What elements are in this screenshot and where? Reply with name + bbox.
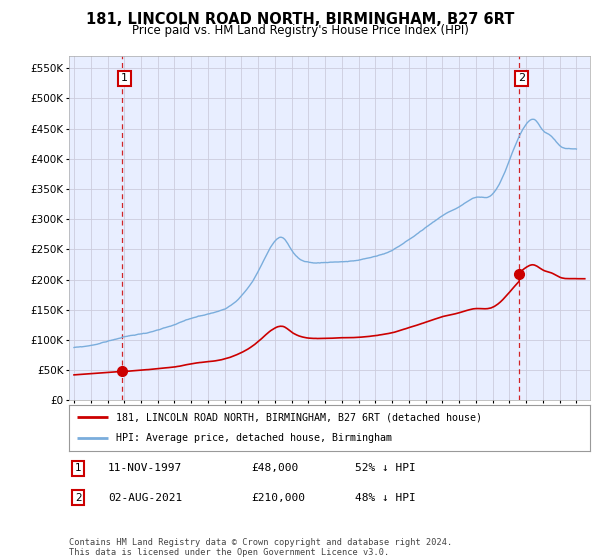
Text: 52% ↓ HPI: 52% ↓ HPI xyxy=(355,463,416,473)
Text: £210,000: £210,000 xyxy=(251,493,305,503)
Text: Contains HM Land Registry data © Crown copyright and database right 2024.
This d: Contains HM Land Registry data © Crown c… xyxy=(69,538,452,557)
Text: 1: 1 xyxy=(75,463,82,473)
Text: HPI: Average price, detached house, Birmingham: HPI: Average price, detached house, Birm… xyxy=(116,433,392,444)
Text: 1: 1 xyxy=(121,73,128,83)
Text: 02-AUG-2021: 02-AUG-2021 xyxy=(108,493,182,503)
Text: 181, LINCOLN ROAD NORTH, BIRMINGHAM, B27 6RT: 181, LINCOLN ROAD NORTH, BIRMINGHAM, B27… xyxy=(86,12,514,27)
Text: 181, LINCOLN ROAD NORTH, BIRMINGHAM, B27 6RT (detached house): 181, LINCOLN ROAD NORTH, BIRMINGHAM, B27… xyxy=(116,412,482,422)
Text: 2: 2 xyxy=(75,493,82,503)
Text: £48,000: £48,000 xyxy=(251,463,299,473)
Text: 2: 2 xyxy=(518,73,525,83)
Text: 11-NOV-1997: 11-NOV-1997 xyxy=(108,463,182,473)
Text: Price paid vs. HM Land Registry's House Price Index (HPI): Price paid vs. HM Land Registry's House … xyxy=(131,24,469,36)
Text: 48% ↓ HPI: 48% ↓ HPI xyxy=(355,493,416,503)
